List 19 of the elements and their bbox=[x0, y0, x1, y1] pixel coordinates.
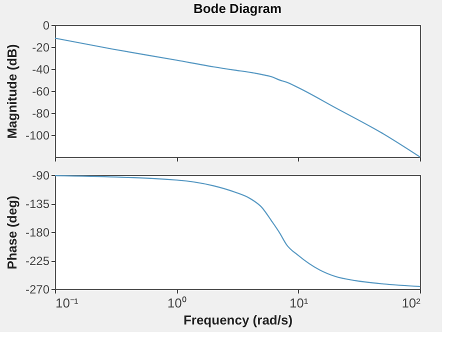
y-tick-label: -40 bbox=[32, 62, 50, 76]
y-axis-title: Magnitude (dB) bbox=[4, 44, 20, 139]
x-tick-label: 10² bbox=[402, 296, 422, 310]
y-tick-label: -60 bbox=[32, 84, 50, 98]
y-tick-label: 0 bbox=[42, 18, 50, 32]
x-tick-label: 10¹ bbox=[289, 296, 309, 310]
y-tick-label: -20 bbox=[32, 40, 50, 54]
x-tick-label: 10⁻¹ bbox=[56, 296, 79, 310]
y-axis-title: Phase (deg) bbox=[4, 196, 20, 270]
y-tick-label: -225 bbox=[25, 254, 50, 268]
y-tick-label: -270 bbox=[25, 282, 50, 296]
y-tick-label: -80 bbox=[32, 106, 50, 120]
x-axis-title: Frequency (rad/s) bbox=[183, 312, 293, 328]
chart-title: Bode Diagram bbox=[193, 1, 282, 16]
y-tick-label: -90 bbox=[32, 168, 50, 182]
y-tick-label: -180 bbox=[25, 226, 50, 240]
x-tick-label: 10⁰ bbox=[167, 296, 187, 310]
y-tick-label: -100 bbox=[25, 128, 50, 142]
y-tick-label: -135 bbox=[25, 197, 50, 211]
